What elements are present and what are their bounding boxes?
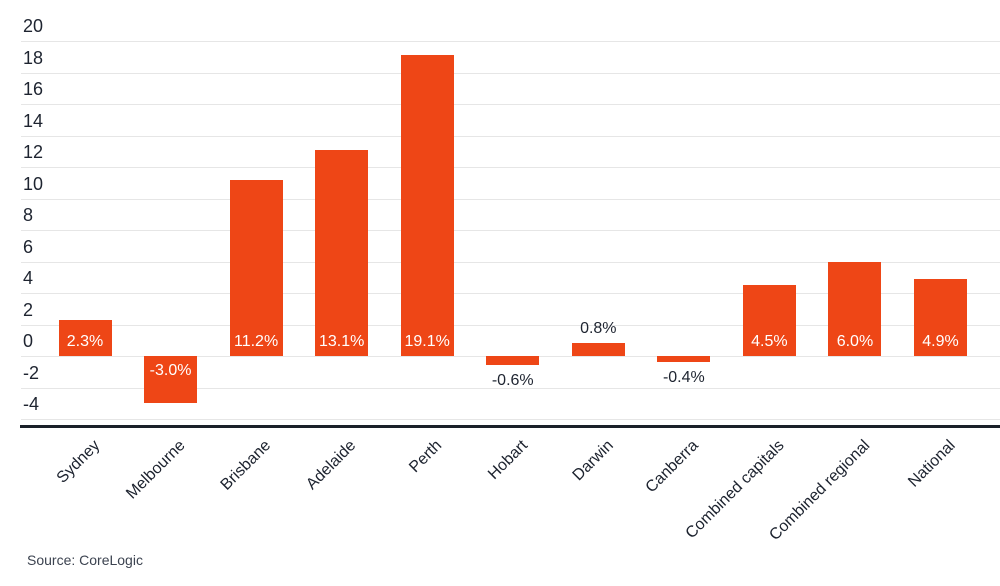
gridline-6 xyxy=(21,261,1000,263)
gridline-20 xyxy=(21,41,1000,42)
y-tick-label-0: 0 xyxy=(23,331,34,351)
y-tick-label-18: 18 xyxy=(23,47,44,68)
y-tick-label--4: -4 xyxy=(23,394,40,414)
gridline-18 xyxy=(21,72,1000,74)
bar-adelaide xyxy=(315,149,369,356)
gridline-16 xyxy=(21,104,1000,105)
bar-perth xyxy=(400,55,454,356)
bar-value-label-combined-regional: 6.0% xyxy=(836,333,874,350)
x-axis-label-text: Canberra xyxy=(642,437,702,497)
y-tick-label-4: 4 xyxy=(23,268,34,288)
gridline-4 xyxy=(21,293,1000,294)
bar-value-label-melbourne: -3.0% xyxy=(149,362,192,379)
y-tick-label-2: 2 xyxy=(23,299,34,320)
gridline-2 xyxy=(21,324,1000,326)
bar-value-label-combined-capitals: 4.5% xyxy=(751,333,788,350)
bar-value-label-adelaide: 13.1% xyxy=(318,333,365,350)
x-axis-label-text: Sydney xyxy=(53,437,104,487)
gridline-12 xyxy=(21,167,1000,168)
source-label: Source: CoreLogic xyxy=(27,552,143,568)
x-axis-label-text: Brisbane xyxy=(217,437,275,494)
bar-sydney xyxy=(58,319,112,356)
y-tick-label-14: 14 xyxy=(23,110,44,131)
y-tick-label-8: 8 xyxy=(23,205,34,225)
bar-value-label-darwin: 0.8% xyxy=(580,320,617,338)
y-tick-label-16: 16 xyxy=(23,79,44,99)
bar-darwin xyxy=(571,343,625,356)
x-axis-label-text: Adelaide xyxy=(303,437,360,494)
x-axis-label-text: Hobart xyxy=(484,437,531,483)
bar-combined-regional xyxy=(828,261,882,356)
y-tick-label-10: 10 xyxy=(23,173,44,194)
bar-value-label-national: 4.9% xyxy=(922,333,959,350)
x-axis-label-text: National xyxy=(904,437,959,491)
bar-value-label-brisbane: 11.2% xyxy=(234,333,279,350)
bar-canberra xyxy=(657,356,711,363)
y-tick-label-12: 12 xyxy=(23,142,44,162)
gridline-14 xyxy=(21,135,1000,137)
bar-value-label-perth: 19.1% xyxy=(404,333,450,350)
bar-value-label-sydney: 2.3% xyxy=(66,333,104,350)
bar-value-label-canberra: -0.4% xyxy=(662,369,705,387)
gridline-10 xyxy=(21,198,1000,200)
bar-combined-capitals xyxy=(742,285,796,356)
x-axis-label-text: Melbourne xyxy=(123,437,189,503)
gridline--2 xyxy=(21,387,1000,389)
bar-national xyxy=(914,278,967,356)
bar-melbourne xyxy=(144,356,198,404)
bar-hobart xyxy=(486,356,540,366)
x-axis-label-text: Darwin xyxy=(569,437,617,485)
gridline--4 xyxy=(21,419,1000,420)
y-tick-label-6: 6 xyxy=(23,236,34,257)
y-tick-label-20: 20 xyxy=(23,16,44,36)
bar-brisbane xyxy=(229,179,283,356)
y-tick-label--2: -2 xyxy=(23,362,40,383)
gridline-8 xyxy=(21,230,1000,231)
x-axis-line xyxy=(20,425,1000,428)
bar-value-label-hobart: -0.6% xyxy=(491,372,534,390)
x-axis-label-text: Perth xyxy=(406,437,446,477)
